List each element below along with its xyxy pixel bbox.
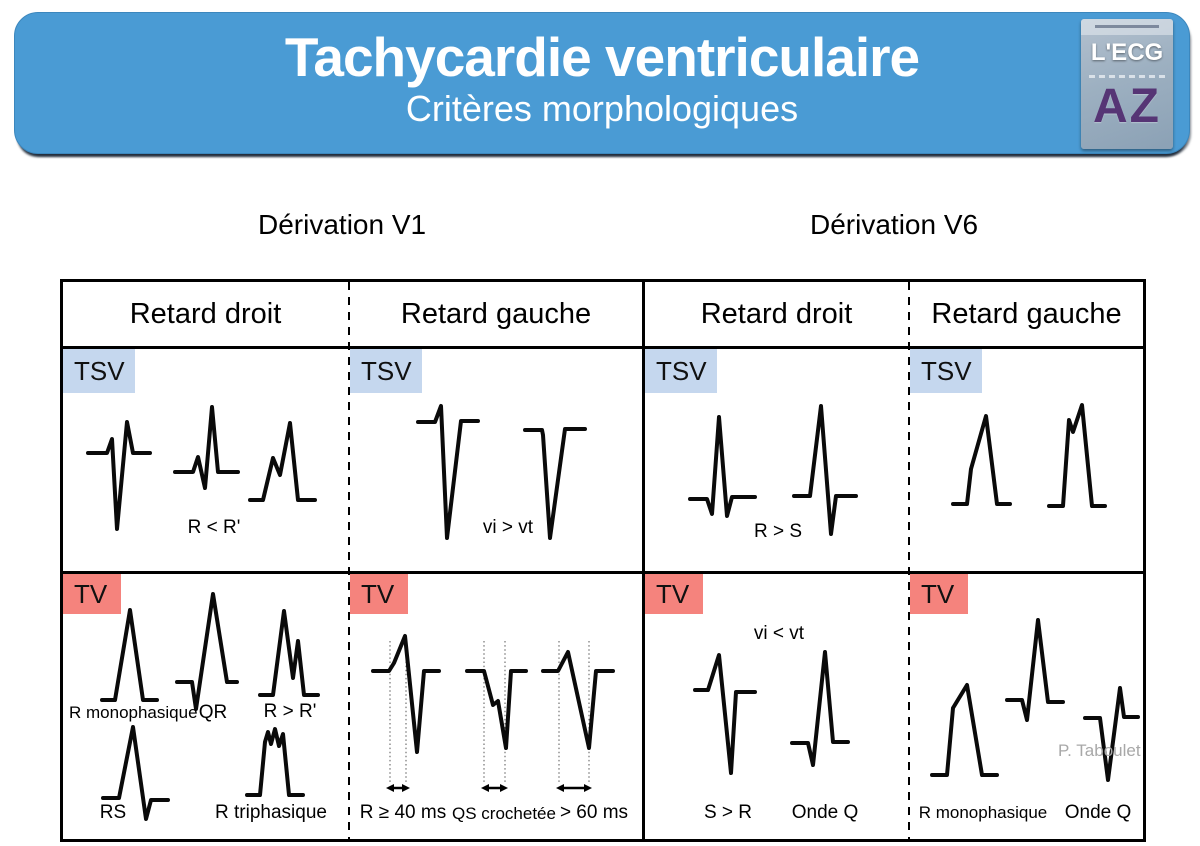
waveform-label: vi > vt — [482, 517, 534, 538]
divider-solid-center — [642, 282, 645, 839]
ecg-trace-onde-q-small-r — [1083, 686, 1140, 782]
page-title: Tachycardie ventriculaire — [284, 26, 920, 88]
waveform-label: R triphasique — [215, 802, 327, 823]
divider-header-row — [63, 346, 1143, 349]
tv-badge: TV — [645, 574, 703, 614]
tv-badge: TV — [350, 574, 408, 614]
ecg-waveforms-v6-rg-tsv — [951, 403, 1107, 508]
cell-v6-rd-tv: TV vi < vt S > R Onde Q — [645, 574, 908, 839]
ecg-trace-qs-crochetee — [465, 669, 528, 750]
ecg-trace-onde-q-tall-r — [790, 650, 850, 767]
ecg-trace-r-monophasique — [930, 683, 999, 777]
criteria-table: Retard droit Retard gauche Retard droit … — [60, 279, 1146, 842]
ecg-waveforms-v6-rg-tv — [930, 618, 1140, 782]
waveform-label: R ≥ 40 ms — [359, 802, 447, 823]
ecg-waveforms-v6-rd-tsv — [688, 404, 858, 536]
ecg-waveforms-v1-rg-tv — [371, 634, 615, 792]
ecg-trace-rs-slow-nadir — [541, 650, 615, 750]
measure-arrow — [481, 784, 508, 792]
author-watermark: P. Taboulet — [1058, 741, 1141, 760]
tv-badge: TV — [63, 574, 121, 614]
ecg-trace-r-sup-rprime — [258, 609, 320, 697]
ecg-trace-rs-deep-s — [792, 404, 858, 536]
ecg-trace-qrs — [688, 415, 757, 518]
tsv-badge: TSV — [645, 349, 717, 393]
ecg-trace-s-sup-r — [693, 653, 757, 775]
colheader-v1-retard-droit: Retard droit — [129, 297, 282, 330]
cell-v1-rg-tsv: TSV vi > vt — [350, 349, 642, 571]
divider-dashed-2 — [908, 282, 910, 839]
ecg-waveforms-v1-rd-tsv — [86, 405, 317, 531]
waveform-label: Onde Q — [1064, 802, 1132, 823]
ecg-trace-rs-fast-descent — [416, 404, 480, 540]
tsv-badge: TSV — [350, 349, 422, 393]
cell-v1-rd-tv: TV R monophasique QR R > R' RS R triphas… — [63, 574, 348, 839]
cell-v6-rd-tsv: TSV R > S — [645, 349, 908, 571]
ecg-trace-broad-r-deep-s — [371, 634, 441, 754]
ecg-trace-rsr-prime — [173, 405, 240, 490]
header-banner: Tachycardie ventriculaire Critères morph… — [14, 12, 1190, 154]
cell-v1-rd-tsv: TSV R < R' — [63, 349, 348, 571]
waveform-label: S > R — [703, 802, 753, 823]
colheader-v6-retard-droit: Retard droit — [700, 297, 853, 330]
ecg-trace-qr — [1005, 618, 1065, 722]
derivation-v1-caption: Dérivation V1 — [258, 209, 427, 240]
divider-tsv-tv-row — [63, 571, 1143, 574]
tsv-badge: TSV — [910, 349, 982, 393]
logo-title: L'ECG — [1090, 39, 1164, 66]
waveform-label: > 60 ms — [559, 802, 629, 823]
waveform-label: R monophasique — [918, 803, 1048, 822]
ecg-waveforms-v6-rd-tv — [693, 650, 850, 775]
ecg-trace-rsr-deep-s — [86, 420, 152, 531]
waveform-label: vi < vt — [753, 623, 805, 644]
measure-arrow — [386, 784, 410, 792]
colheader-v1-retard-gauche: Retard gauche — [400, 297, 592, 330]
page-subtitle: Critères morphologiques — [405, 88, 799, 129]
ecg-trace-rs — [101, 725, 170, 821]
ecg-waveforms-v1-rd-tv — [100, 592, 320, 821]
cell-v6-rg-tsv: TSV — [910, 349, 1143, 571]
ecg-trace-qr — [175, 592, 239, 711]
waveform-label: QS crochetée — [452, 804, 556, 823]
cell-v6-rg-tv: TV R monophasique Onde Q — [910, 574, 1143, 839]
waveform-label: R monophasique — [69, 703, 198, 722]
tv-badge: TV — [910, 574, 968, 614]
cell-v1-rg-tv: TV — [350, 574, 642, 839]
waveform-label: R > S — [753, 521, 803, 542]
ecg-trace-qs-deep — [523, 427, 587, 540]
measure-arrow — [556, 784, 592, 792]
waveform-label: Onde Q — [791, 802, 859, 823]
ecg-trace-notched-tall-r — [1047, 403, 1107, 508]
tsv-badge: TSV — [63, 349, 135, 393]
waveform-label: R < R' — [187, 517, 241, 538]
ecg-waveforms-v1-rg-tsv — [416, 404, 587, 540]
ecg-trace-r-triphasique — [245, 727, 305, 797]
ecg-az-book-logo: L'ECG AZ — [1081, 19, 1173, 149]
divider-dashed-1 — [348, 282, 350, 839]
colheader-v6-retard-gauche: Retard gauche — [931, 297, 1122, 330]
waveform-label: R > R' — [263, 701, 317, 722]
ecg-trace-notched-r — [248, 421, 317, 502]
ecg-trace-r-monophasique — [100, 608, 159, 702]
waveform-label: QR — [198, 702, 228, 723]
ecg-trace-tall-r — [951, 414, 1012, 506]
waveform-label: RS — [99, 802, 127, 823]
derivation-v6-caption: Dérivation V6 — [810, 209, 979, 240]
logo-az: AZ — [1093, 80, 1161, 133]
logo-decor-line — [1095, 25, 1159, 28]
logo-ecg-trace-decor — [1089, 75, 1165, 78]
